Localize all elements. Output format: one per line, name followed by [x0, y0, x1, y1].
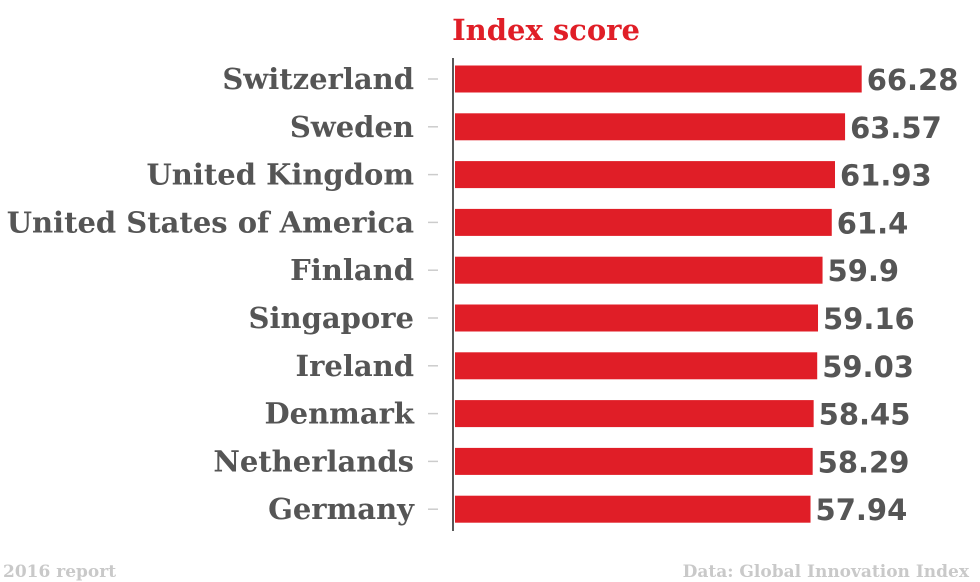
- bar: [455, 113, 846, 141]
- bar-row: Finland 59.9: [290, 253, 899, 288]
- category-label: Switzerland: [222, 62, 414, 96]
- bar-row: Sweden 63.57: [290, 110, 942, 145]
- bar: [455, 400, 814, 428]
- category-label: United Kingdom: [147, 158, 415, 192]
- bar-row: Netherlands 58.29: [213, 444, 909, 479]
- bar: [455, 208, 832, 236]
- bar-row: Switzerland 66.28: [222, 62, 958, 97]
- bar-row: United Kingdom 61.93: [147, 158, 932, 193]
- bar-row: Denmark 58.45: [264, 397, 910, 432]
- bar: [455, 161, 836, 189]
- category-label: Denmark: [264, 397, 414, 431]
- bars-layer: Switzerland 66.28 Sweden 63.57 United Kingdo…: [7, 62, 959, 527]
- bar: [455, 447, 813, 475]
- value-label: 66.28: [867, 63, 959, 97]
- category-label: United States of America: [7, 205, 415, 239]
- bar: [455, 65, 862, 93]
- value-label: 58.29: [818, 445, 910, 479]
- value-label: 63.57: [850, 111, 942, 145]
- value-label: 59.9: [828, 254, 900, 288]
- footer-report-year: 2016 report: [3, 562, 116, 582]
- bar: [455, 495, 811, 523]
- value-label: 61.93: [840, 159, 932, 193]
- bar-row: Ireland 59.03: [296, 349, 914, 384]
- bar: [455, 352, 818, 380]
- bar-row: United States of America 61.4: [7, 205, 909, 240]
- bar: [455, 304, 819, 332]
- category-label: Singapore: [249, 301, 414, 335]
- category-label: Finland: [290, 253, 414, 287]
- bar-row: Singapore 59.16: [249, 301, 915, 336]
- value-label: 59.03: [822, 350, 914, 384]
- category-label: Germany: [268, 492, 415, 526]
- bar: [455, 256, 823, 284]
- chart-title: Index score: [452, 13, 640, 47]
- value-label: 58.45: [819, 398, 911, 432]
- value-label: 61.4: [837, 206, 909, 240]
- category-label: Sweden: [290, 110, 414, 144]
- category-label: Ireland: [296, 349, 414, 383]
- bar-row: Germany 57.94: [268, 492, 907, 527]
- value-label: 57.94: [816, 493, 908, 527]
- value-label: 59.16: [823, 302, 915, 336]
- category-label: Netherlands: [213, 444, 414, 478]
- footer-data-source: Data: Global Innovation Index: [683, 562, 970, 582]
